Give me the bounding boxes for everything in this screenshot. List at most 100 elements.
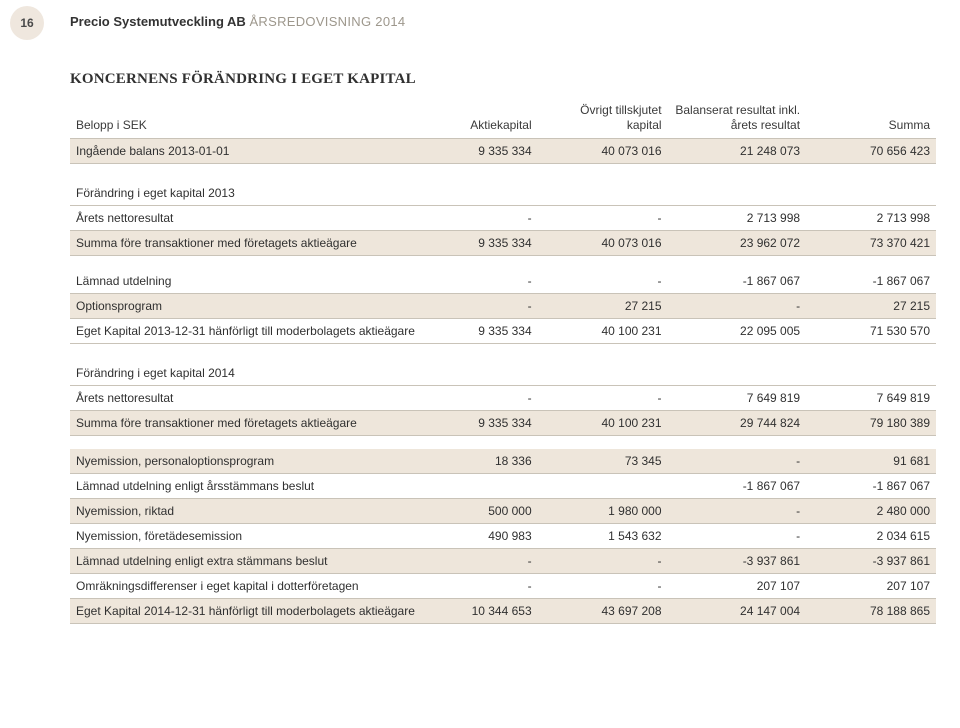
table-row: Årets nettoresultat--2 713 9982 713 998 [70,205,936,230]
row-label: Omräkningsdifferenser i eget kapital i d… [70,574,434,599]
table-row: Nyemission, företädesemission490 9831 54… [70,524,936,549]
page-number-badge: 16 [10,6,44,40]
row-label: Nyemission, riktad [70,499,434,524]
row-value: 24 147 004 [668,599,807,624]
row-value [668,358,807,386]
row-value: - [434,269,538,294]
table-row: Ingående balans 2013-01-019 335 33440 07… [70,139,936,164]
row-value: -3 937 861 [668,549,807,574]
row-value: 10 344 653 [434,599,538,624]
row-value: 500 000 [434,499,538,524]
table-row: Lämnad utdelning---1 867 067-1 867 067 [70,269,936,294]
row-value: - [668,499,807,524]
spacer-cell [70,255,936,269]
table-spacer-row [70,344,936,358]
col-label-4: Summa [806,98,936,139]
table-row: Summa före transaktioner med företagets … [70,410,936,435]
row-value: 40 100 231 [538,319,668,344]
row-value: - [538,205,668,230]
row-value: - [668,449,807,474]
row-label: Nyemission, företädesemission [70,524,434,549]
row-value: -3 937 861 [806,549,936,574]
row-value: - [538,574,668,599]
table-spacer-row [70,435,936,449]
row-value: 40 073 016 [538,230,668,255]
row-value: - [434,574,538,599]
row-value [668,178,807,206]
row-label: Lämnad utdelning enligt årsstämmans besl… [70,474,434,499]
table-row: Summa före transaktioner med företagets … [70,230,936,255]
row-value: 79 180 389 [806,410,936,435]
row-value: 9 335 334 [434,319,538,344]
row-value: 40 073 016 [538,139,668,164]
row-value: 91 681 [806,449,936,474]
page-container: 16 Precio Systemutveckling AB ÅRSREDOVIS… [0,0,960,648]
row-value: 207 107 [806,574,936,599]
row-value [434,474,538,499]
col-label-1: Aktiekapital [434,98,538,139]
row-label: Årets nettoresultat [70,205,434,230]
row-value: 70 656 423 [806,139,936,164]
row-label: Ingående balans 2013-01-01 [70,139,434,164]
row-value: 2 480 000 [806,499,936,524]
row-value: 7 649 819 [668,385,807,410]
row-label: Eget Kapital 2014-12-31 hänförligt till … [70,599,434,624]
row-value: 1 543 632 [538,524,668,549]
row-label: Förändring i eget kapital 2014 [70,358,434,386]
row-value: 27 215 [538,294,668,319]
row-value: - [538,549,668,574]
row-value: 2 034 615 [806,524,936,549]
row-value: -1 867 067 [806,474,936,499]
spacer-cell [70,435,936,449]
row-value [806,358,936,386]
row-value: 23 962 072 [668,230,807,255]
table-spacer-row [70,164,936,178]
row-value: 22 095 005 [668,319,807,344]
row-value: 73 345 [538,449,668,474]
table-row: Nyemission, riktad500 0001 980 000-2 480… [70,499,936,524]
row-value: 1 980 000 [538,499,668,524]
table-row: Omräkningsdifferenser i eget kapital i d… [70,574,936,599]
row-value: -1 867 067 [668,269,807,294]
row-value: 2 713 998 [806,205,936,230]
row-value: 43 697 208 [538,599,668,624]
spacer-cell [70,164,936,178]
page-number: 16 [20,16,33,30]
row-label: Årets nettoresultat [70,385,434,410]
table-row: Optionsprogram-27 215-27 215 [70,294,936,319]
row-value [434,178,538,206]
row-value: - [668,524,807,549]
row-label: Nyemission, personaloptionsprogram [70,449,434,474]
table-row: Eget Kapital 2013-12-31 hänförligt till … [70,319,936,344]
row-label: Lämnad utdelning enligt extra stämmans b… [70,549,434,574]
row-value [806,178,936,206]
table-head: Belopp i SEK Aktiekapital Övrigt tillskj… [70,98,936,139]
row-value: - [668,294,807,319]
row-value: 7 649 819 [806,385,936,410]
report-title: ÅRSREDOVISNING 2014 [249,14,405,29]
row-value: 27 215 [806,294,936,319]
company-name: Precio Systemutveckling AB [70,14,246,29]
col-label-0: Belopp i SEK [70,98,434,139]
table-header-row: Belopp i SEK Aktiekapital Övrigt tillskj… [70,98,936,139]
row-value: 9 335 334 [434,230,538,255]
row-value: - [538,269,668,294]
row-value: - [434,205,538,230]
row-value: -1 867 067 [668,474,807,499]
col-label-2: Övrigt tillskjutet kapital [538,98,668,139]
row-label: Lämnad utdelning [70,269,434,294]
section-title: KONCERNENS FÖRÄNDRING I EGET KAPITAL [70,71,936,88]
row-value: - [434,294,538,319]
row-value [538,474,668,499]
row-value: 2 713 998 [668,205,807,230]
row-value [538,358,668,386]
row-value: 21 248 073 [668,139,807,164]
table-body: Ingående balans 2013-01-019 335 33440 07… [70,139,936,624]
col-label-3: Balanserat resultat inkl. årets resultat [668,98,807,139]
table-row: Lämnad utdelning enligt extra stämmans b… [70,549,936,574]
table-row: Årets nettoresultat--7 649 8197 649 819 [70,385,936,410]
spacer-cell [70,344,936,358]
row-label: Förändring i eget kapital 2013 [70,178,434,206]
financial-table: Belopp i SEK Aktiekapital Övrigt tillskj… [70,98,936,624]
row-value: 207 107 [668,574,807,599]
